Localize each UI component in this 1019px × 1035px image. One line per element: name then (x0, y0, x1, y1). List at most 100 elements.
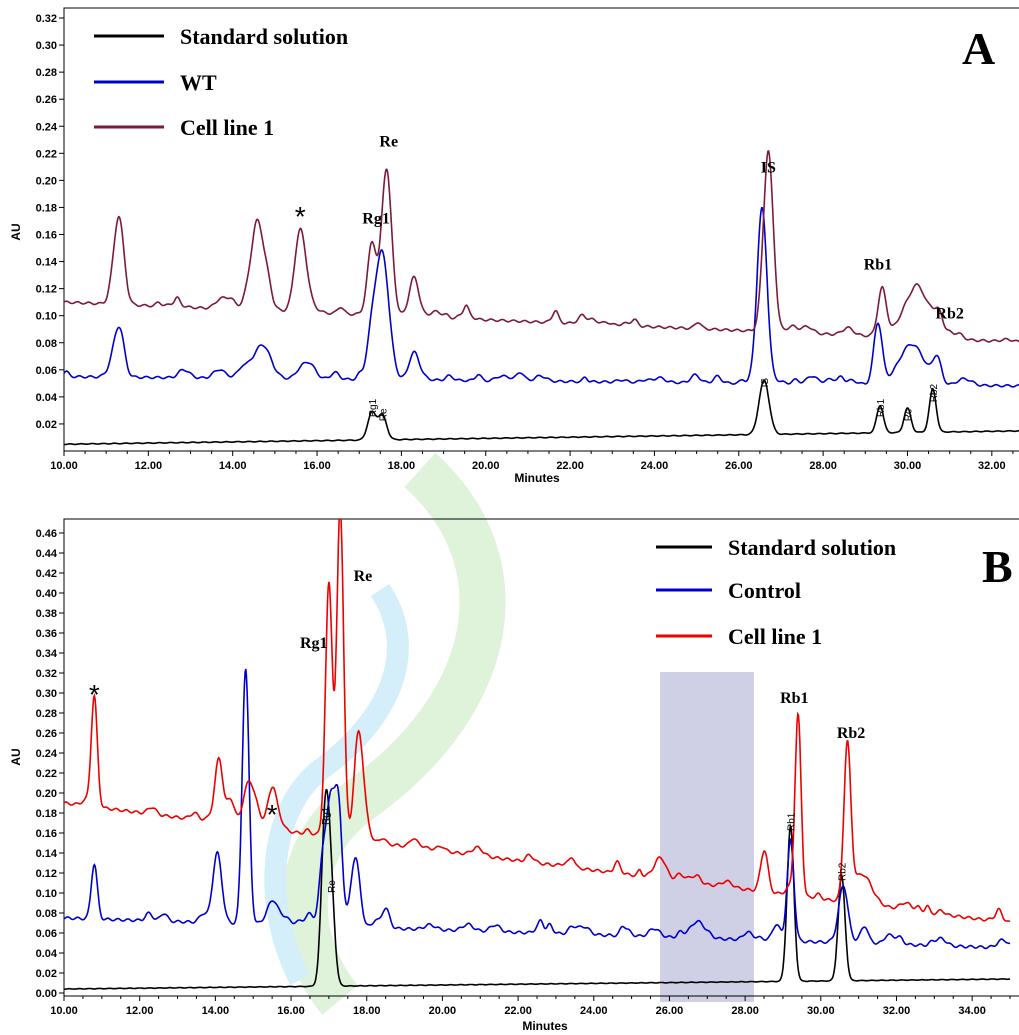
y-tick-label: 0.12 (36, 284, 57, 296)
peak-label: Rg1 (362, 211, 390, 228)
panel-b-letter: B (982, 541, 1013, 592)
series-line-wt (64, 206, 1019, 388)
panel-b-y-axis-title: AU (9, 748, 23, 765)
x-tick-label: 18.00 (353, 1005, 381, 1017)
peak-label: IS (761, 159, 776, 176)
y-tick-label: 0.16 (36, 828, 57, 840)
y-tick-label: 0.20 (36, 788, 57, 800)
panel-a-y-axis-title: AU (9, 223, 23, 240)
x-tick-label: 10.00 (50, 460, 78, 472)
y-tick-label: 0.26 (36, 94, 57, 106)
x-tick-label: 20.00 (472, 460, 500, 472)
y-tick-label: 0.18 (36, 202, 57, 214)
x-tick-label: 14.00 (202, 1005, 230, 1017)
y-tick-label: 0.08 (36, 908, 57, 920)
y-tick-label: 0.08 (36, 338, 57, 350)
x-tick-label: 26.00 (656, 1005, 684, 1017)
panel-b-legend-label-standard: Standard solution (728, 535, 896, 560)
x-tick-label: 26.00 (725, 460, 753, 472)
peak-label: Rb2 (838, 862, 849, 881)
y-tick-label: 0.12 (36, 868, 57, 880)
panel-b-legend-label-control: Control (728, 578, 801, 603)
series-line-cell-line-1 (64, 519, 1011, 923)
y-tick-label: 0.42 (36, 568, 57, 580)
peak-label: Rg1 (300, 635, 328, 652)
y-tick-label: 0.06 (36, 365, 57, 377)
x-tick-label: 24.00 (580, 1005, 608, 1017)
peak-label: IS (760, 378, 771, 388)
panel-b-x-axis-title: Minutes (522, 1019, 568, 1033)
y-tick-label: 0.02 (36, 419, 57, 431)
panel-a-legend-label-standard: Standard solution (180, 24, 348, 49)
peak-label: * (89, 679, 100, 710)
x-tick-label: 16.00 (277, 1005, 305, 1017)
x-tick-label: 32.00 (883, 1005, 911, 1017)
peak-label: Rb2 (837, 725, 865, 742)
y-tick-label: 0.28 (36, 67, 57, 79)
y-tick-label: 0.18 (36, 808, 57, 820)
panel-b-legend-label-cell-line: Cell line 1 (728, 624, 822, 649)
panel-b-peak-labels: Re Rg1 Rb1 Rb2 * * Rg1 Re Rb1 Rb2 (89, 568, 865, 893)
panel-b-series (64, 519, 1011, 990)
y-tick-label: 0.28 (36, 708, 57, 720)
y-tick-label: 0.14 (36, 257, 58, 269)
watermark-block (660, 672, 754, 1002)
peak-label: * (267, 799, 278, 830)
y-tick-label: 0.38 (36, 608, 57, 620)
panel-b-y-ticks: 0.00 0.02 0.04 0.06 0.08 0.10 0.12 0.14 0.16 0.18… (36, 528, 64, 1000)
series-line-cell-line-1 (64, 149, 1019, 343)
x-tick-label: 24.00 (641, 460, 669, 472)
x-tick-label: 10.00 (50, 1005, 78, 1017)
peak-label: Rb1 (876, 398, 887, 417)
y-tick-label: 0.24 (36, 748, 58, 760)
panel-a-legend-label-cell-line: Cell line 1 (180, 115, 274, 140)
panel-a-plot-frame (63, 7, 1019, 452)
y-tick-label: 0.44 (36, 548, 58, 560)
y-tick-label: 0.06 (36, 928, 57, 940)
peak-label: Rb1 (787, 812, 798, 831)
y-tick-label: 0.26 (36, 728, 57, 740)
panel-a-y-ticks: 0.02 0.04 0.06 0.08 0.10 0.12 0.14 0.16 0.18 0.20… (36, 13, 64, 431)
panel-b-legend: Standard solution Control Cell line 1 (656, 535, 896, 649)
x-tick-label: 12.00 (126, 1005, 154, 1017)
x-tick-label: 20.00 (429, 1005, 457, 1017)
y-tick-label: 0.32 (36, 668, 57, 680)
panel-a: 0.02 0.04 0.06 0.08 0.10 0.12 0.14 0.16 0.18 0.20… (9, 7, 1019, 485)
panel-b-plot-frame (63, 518, 1019, 997)
peak-label: Re (378, 408, 389, 421)
y-tick-label: 0.34 (36, 648, 58, 660)
y-tick-label: 0.16 (36, 230, 57, 242)
watermark (264, 452, 754, 1015)
y-tick-label: 0.22 (36, 148, 57, 160)
x-tick-label: 30.00 (807, 1005, 835, 1017)
y-tick-label: 0.46 (36, 528, 57, 540)
peak-label: Rb1 (780, 690, 808, 707)
y-tick-label: 0.32 (36, 13, 57, 25)
y-tick-label: 0.30 (36, 688, 57, 700)
x-tick-label: 28.00 (731, 1005, 759, 1017)
x-tick-label: 22.00 (504, 1005, 532, 1017)
x-tick-label: 32.00 (978, 460, 1006, 472)
peak-label: Re (327, 880, 338, 893)
panel-a-series (64, 149, 1019, 446)
panel-b: 0.00 0.02 0.04 0.06 0.08 0.10 0.12 0.14 0.16 0.18… (9, 518, 1019, 1033)
series-line-standard-solution (64, 379, 1019, 446)
series-line-control (64, 668, 1011, 950)
y-tick-label: 0.04 (36, 392, 58, 404)
peak-label: Re (379, 134, 398, 151)
y-tick-label: 0.30 (36, 40, 57, 52)
x-tick-label: 22.00 (556, 460, 584, 472)
x-tick-label: 34.00 (958, 1005, 986, 1017)
peak-label: Rb2 (929, 384, 940, 403)
y-tick-label: 0.02 (36, 968, 57, 980)
peak-label: * (295, 201, 306, 232)
x-tick-label: 30.00 (894, 460, 922, 472)
y-tick-label: 0.40 (36, 588, 57, 600)
peak-label: Rc (903, 409, 914, 421)
x-tick-label: 28.00 (809, 460, 837, 472)
peak-label: Re (354, 568, 373, 585)
y-tick-label: 0.14 (36, 848, 58, 860)
y-tick-label: 0.22 (36, 768, 57, 780)
